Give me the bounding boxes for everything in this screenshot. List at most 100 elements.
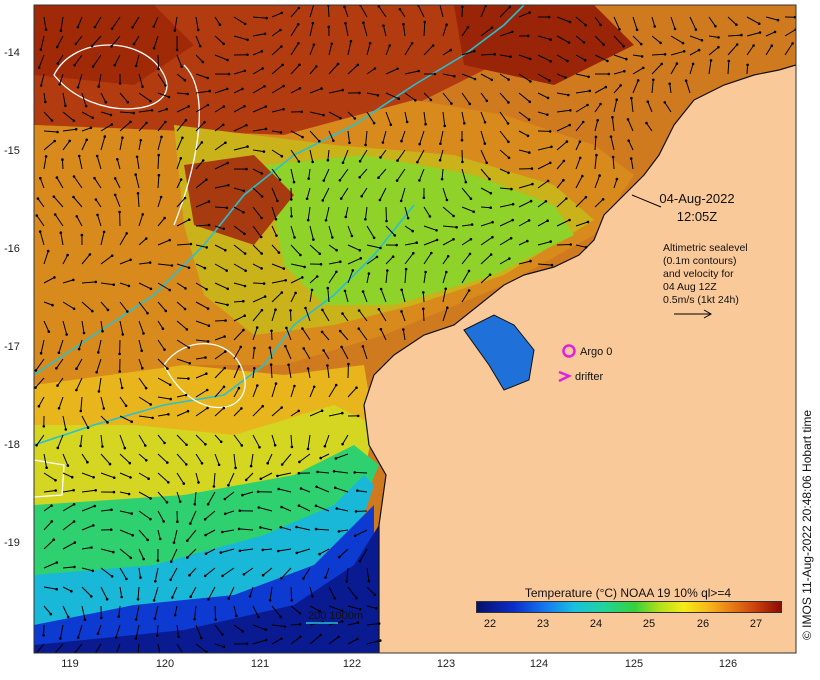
velocity-arrow [651, 53, 666, 56]
velocity-arrow [233, 387, 240, 398]
velocity-arrow-head [395, 179, 399, 182]
velocity-arrow-head [287, 363, 290, 367]
velocity-arrow-head [791, 42, 794, 45]
velocity-arrow [132, 16, 140, 28]
velocity-arrow [362, 22, 368, 37]
velocity-arrow [119, 453, 131, 464]
velocity-arrow [62, 453, 69, 466]
velocity-arrow [556, 160, 565, 170]
velocity-arrow-head [169, 578, 172, 582]
velocity-arrow-head [341, 161, 345, 164]
velocity-arrow [647, 101, 653, 113]
velocity-arrow-head [146, 538, 149, 542]
velocity-arrow [325, 206, 330, 221]
velocity-arrow [100, 586, 108, 600]
velocity-arrow-head [548, 130, 552, 133]
velocity-arrow-head [156, 634, 159, 637]
velocity-arrow-head [388, 44, 392, 47]
velocity-arrow-head [276, 199, 279, 203]
velocity-arrow [116, 159, 121, 170]
velocity-arrow-head [338, 179, 342, 182]
velocity-arrow-head [113, 193, 117, 197]
velocity-arrow-head [79, 409, 83, 413]
velocity-arrow-head [469, 197, 473, 200]
velocity-arrow [250, 453, 254, 467]
velocity-arrow-head [314, 527, 318, 531]
velocity-arrow [119, 111, 134, 114]
velocity-arrow [708, 16, 716, 27]
velocity-arrow [284, 345, 292, 360]
velocity-arrow [307, 206, 311, 221]
velocity-arrow [138, 282, 152, 290]
velocity-arrow [207, 491, 216, 505]
velocity-arrow [157, 263, 172, 266]
velocity-arrow-head [473, 77, 477, 81]
velocity-arrow [100, 320, 103, 332]
colorbar-title: Temperature (°C) NOAA 19 10% ql>=4 [524, 586, 732, 600]
velocity-arrow-head [599, 102, 602, 106]
velocity-arrow [176, 472, 185, 484]
velocity-arrow-head [358, 559, 362, 563]
velocity-arrow [214, 282, 228, 290]
velocity-arrow-head [110, 575, 114, 578]
velocity-arrow [308, 168, 311, 179]
velocity-arrow [518, 92, 531, 103]
velocity-arrow-head [52, 538, 56, 541]
velocity-arrow-head [274, 382, 278, 385]
velocity-arrow [480, 5, 487, 18]
velocity-arrow-head [245, 123, 248, 127]
velocity-arrow [40, 35, 45, 50]
velocity-arrow [327, 288, 330, 303]
velocity-arrow-head [645, 121, 648, 125]
velocity-arrow [195, 104, 209, 113]
velocity-arrow [461, 270, 470, 284]
velocity-arrow-head [129, 258, 132, 262]
velocity-arrow [784, 29, 796, 37]
velocity-arrow [288, 364, 292, 379]
velocity-arrow [176, 54, 183, 67]
velocity-arrow [195, 224, 210, 227]
drifter-marker [558, 370, 573, 383]
velocity-arrow [233, 146, 248, 151]
velocity-arrow-head [615, 177, 619, 181]
velocity-arrow [651, 16, 656, 27]
velocity-arrow [271, 244, 280, 253]
velocity-arrow-head [584, 246, 588, 249]
velocity-arrow [344, 6, 349, 18]
velocity-arrow [233, 70, 246, 75]
velocity-arrow-head [112, 283, 115, 287]
velocity-arrow-head [206, 76, 209, 80]
velocity-arrow [58, 396, 64, 409]
velocity-arrow [537, 54, 551, 62]
velocity-arrow-head [50, 520, 54, 523]
velocity-arrow-head [321, 308, 324, 312]
velocity-arrow-head [378, 198, 382, 202]
velocity-arrow-head [187, 377, 190, 380]
velocity-arrow-head [326, 364, 329, 367]
velocity-arrow-head [399, 199, 403, 203]
velocity-arrow-head [39, 176, 42, 180]
velocity-arrow-head [158, 537, 162, 541]
velocity-arrow [290, 410, 299, 417]
altimetry-note-line: 04 Aug 12Z [663, 281, 717, 293]
velocity-arrow-head [91, 65, 95, 68]
velocity-arrow-head [659, 41, 662, 45]
velocity-arrow-head [338, 329, 342, 333]
velocity-arrow-head [37, 404, 41, 408]
y-tick: -15 [4, 145, 20, 157]
velocity-arrow-head [381, 141, 385, 144]
velocity-arrow [271, 149, 283, 157]
velocity-arrow-head [132, 42, 136, 46]
velocity-arrow-head [490, 26, 494, 30]
velocity-arrow [157, 643, 161, 653]
velocity-arrow-head [221, 530, 224, 534]
velocity-arrow-head [385, 219, 388, 223]
velocity-arrow-head [562, 159, 566, 163]
velocity-arrow-head [165, 107, 168, 111]
velocity-arrow-head [507, 171, 510, 175]
velocity-arrow-head [187, 105, 190, 108]
velocity-arrow [96, 155, 102, 170]
x-tick: 123 [436, 658, 456, 670]
velocity-arrow-head [37, 66, 41, 69]
velocity-arrow [260, 472, 273, 480]
